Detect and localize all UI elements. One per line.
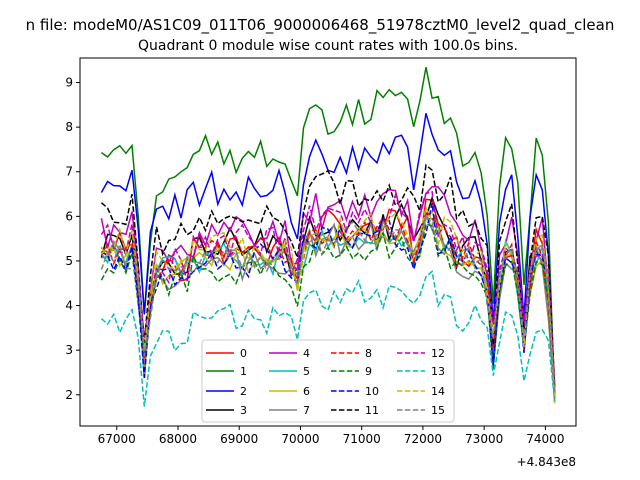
y-tick-label: 5 — [65, 254, 73, 268]
chart-title: Quadrant 0 module wise count rates with … — [138, 38, 518, 54]
legend-label-11: 11 — [365, 404, 379, 417]
plot-area — [79, 57, 577, 427]
legend-label-8: 8 — [365, 347, 372, 360]
legend-label-0: 0 — [240, 347, 247, 360]
series-line-8 — [100, 209, 556, 397]
series-layer — [100, 67, 556, 407]
x-offset-label: +4.843e8 — [517, 455, 576, 469]
x-tick-label: 73000 — [465, 432, 503, 446]
series-line-4 — [100, 185, 556, 389]
legend-frame — [201, 339, 455, 423]
y-tick-label: 3 — [65, 343, 73, 357]
legend-label-15: 15 — [431, 404, 445, 417]
legend-label-3: 3 — [240, 404, 247, 417]
x-tick-label: 70000 — [281, 432, 319, 446]
legend-label-4: 4 — [303, 347, 310, 360]
y-tick-label: 9 — [65, 76, 73, 90]
series-line-10 — [101, 202, 556, 390]
x-tick-label: 67000 — [98, 432, 136, 446]
legend-label-2: 2 — [240, 385, 247, 398]
legend-label-6: 6 — [303, 385, 310, 398]
legend-label-10: 10 — [365, 385, 379, 398]
series-line-14 — [100, 205, 556, 398]
chart-suptitle: n file: modeM0/AS1C09_011T06_9000006468_… — [26, 16, 615, 35]
y-tick-label: 6 — [65, 209, 73, 223]
y-tick-label: 2 — [65, 388, 73, 402]
y-tick-label: 4 — [65, 299, 73, 313]
legend-label-14: 14 — [431, 385, 445, 398]
y-axis: 2 3 4 5 6 7 8 9 — [65, 76, 80, 402]
series-line-1 — [100, 67, 556, 399]
legend-label-12: 12 — [431, 347, 445, 360]
y-tick-label: 8 — [65, 120, 73, 134]
series-line-11 — [100, 163, 556, 386]
legend-label-9: 9 — [365, 365, 372, 378]
series-line-12 — [100, 190, 556, 383]
x-tick-label: 68000 — [159, 432, 197, 446]
series-line-13 — [100, 269, 556, 407]
x-tick-label: 69000 — [220, 432, 258, 446]
x-tick-label: 71000 — [343, 432, 381, 446]
legend-label-13: 13 — [431, 365, 445, 378]
series-line-15 — [100, 213, 556, 394]
legend-label-7: 7 — [303, 404, 310, 417]
x-tick-label: 74000 — [526, 432, 564, 446]
series-line-9 — [100, 222, 556, 393]
x-tick-label: 72000 — [404, 432, 442, 446]
x-axis: 67000 68000 69000 70000 71000 72000 73000 74000 — [98, 426, 564, 446]
axes-border — [79, 57, 577, 427]
legend-label-1: 1 — [240, 365, 247, 378]
y-tick-label: 7 — [65, 165, 73, 179]
legend-label-5: 5 — [303, 365, 310, 378]
